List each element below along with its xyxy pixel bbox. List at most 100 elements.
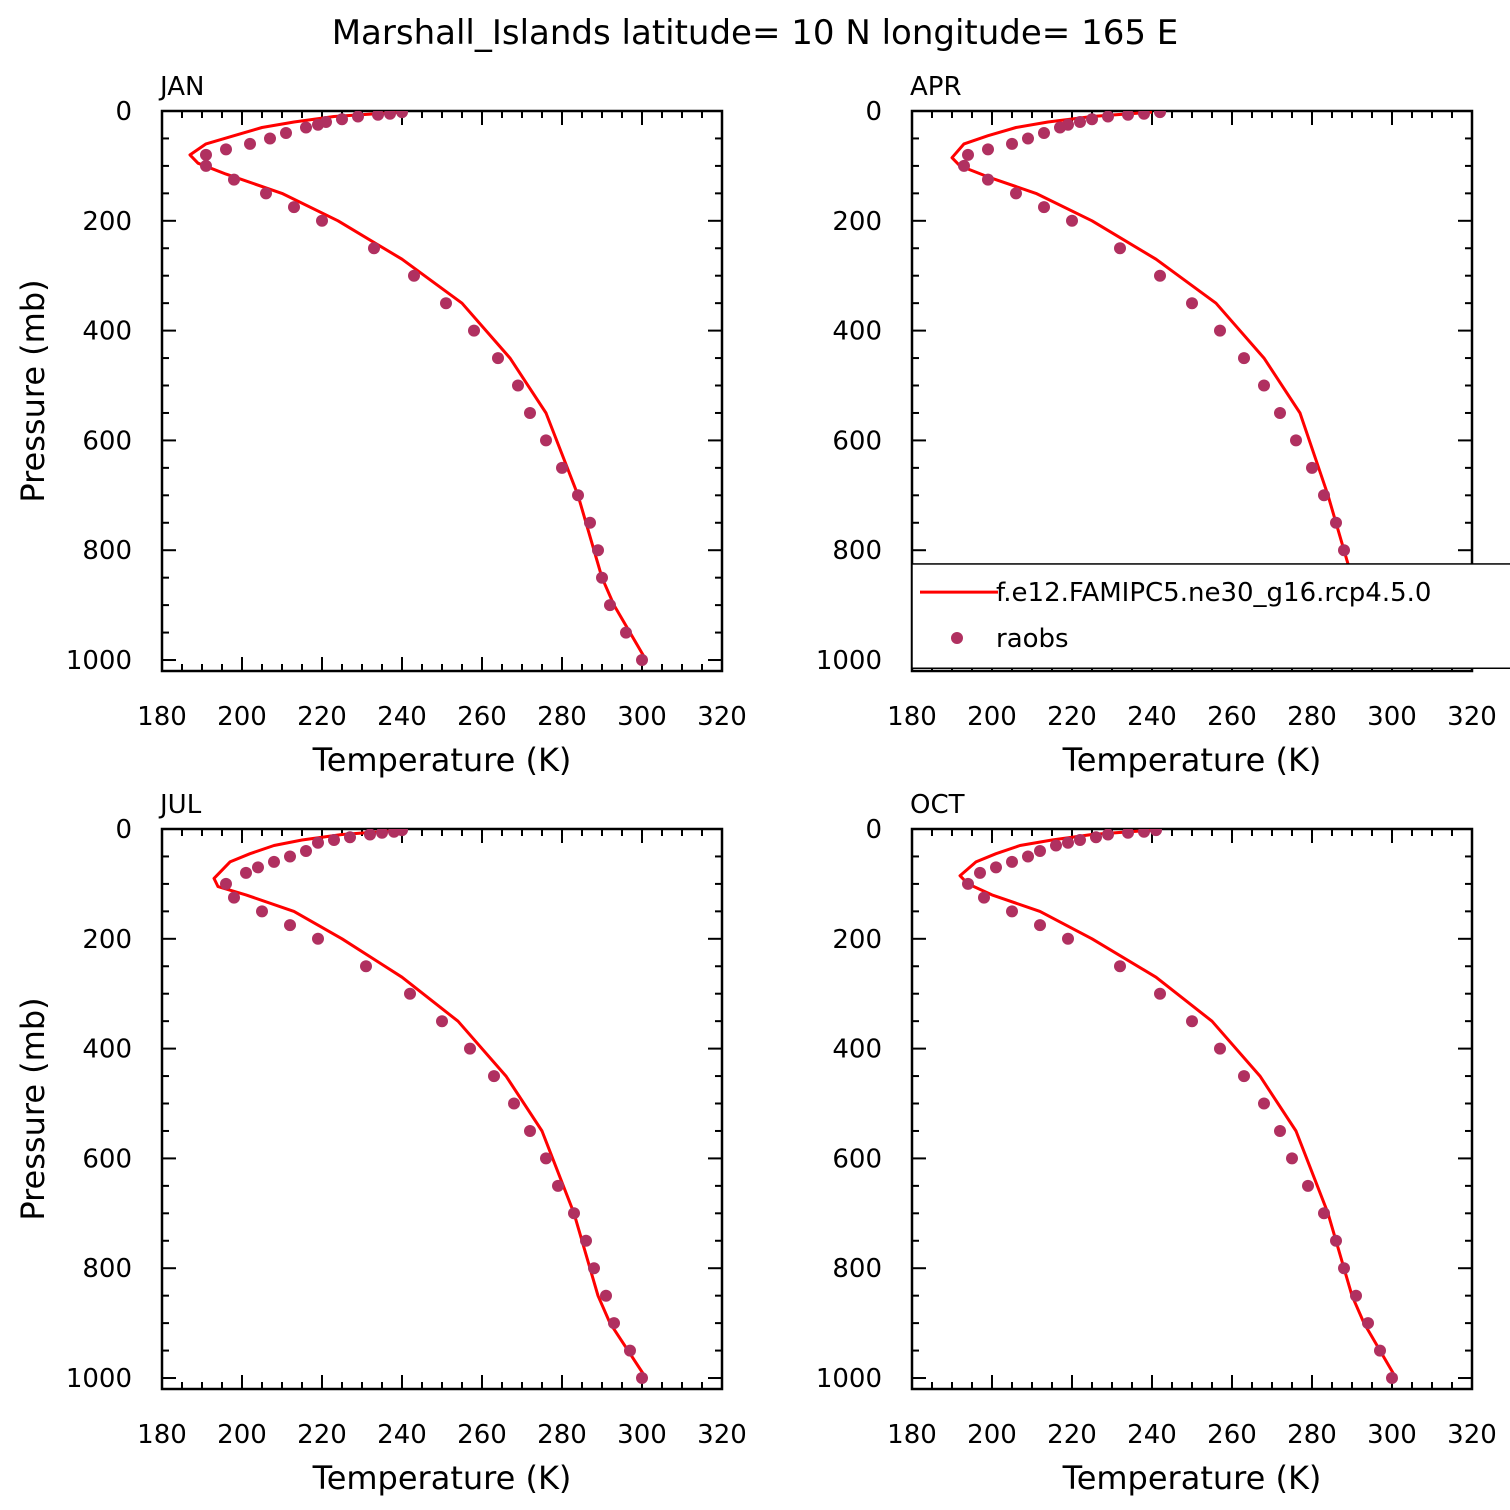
chart-panel-jul: JUL 180 200 220 240 260 280 300 320 0 200 400 600 800… — [14, 790, 747, 1497]
raobs-point — [580, 1234, 592, 1247]
y-tick-label: 800 — [82, 536, 132, 566]
raobs-point — [220, 143, 232, 156]
plot-frame — [160, 109, 724, 673]
raobs-point — [492, 352, 504, 365]
y-tick-label: 600 — [82, 426, 132, 456]
raobs-point — [396, 111, 408, 119]
legend-box — [911, 563, 1510, 670]
raobs-point — [1038, 201, 1050, 214]
x-tick-label: 320 — [1447, 702, 1497, 732]
y-tick-label: 400 — [82, 317, 132, 347]
raobs-point — [240, 866, 252, 879]
x-tick-label: 260 — [1207, 1420, 1257, 1450]
raobs-point — [962, 148, 974, 161]
panel-label: JAN — [158, 72, 204, 102]
y-tick-label: 600 — [82, 1144, 132, 1174]
raobs-point — [440, 297, 452, 310]
raobs-point — [1362, 1317, 1374, 1330]
raobs-point — [1286, 1152, 1298, 1165]
raobs-point — [408, 269, 420, 282]
raobs-point — [200, 148, 212, 161]
raobs-point — [220, 877, 232, 890]
raobs-point — [352, 111, 364, 123]
raobs-point — [974, 866, 986, 879]
raobs-point — [1102, 829, 1114, 841]
raobs-point — [284, 919, 296, 932]
raobs-point — [1214, 324, 1226, 337]
raobs-point — [1154, 111, 1166, 119]
raobs-point — [336, 113, 348, 126]
x-tick-label: 300 — [617, 1420, 667, 1450]
raobs-point — [312, 118, 324, 131]
raobs-point — [1066, 214, 1078, 227]
legend-dot-swatch — [951, 632, 963, 645]
y-tick-label: 1000 — [816, 1364, 882, 1394]
model-profile-line — [958, 829, 1398, 1379]
x-tick-label: 220 — [1047, 1420, 1097, 1450]
raobs-point — [978, 891, 990, 904]
raobs-point — [256, 905, 268, 918]
raobs-point — [1350, 1289, 1362, 1302]
plot-data — [212, 829, 648, 1384]
raobs-point — [364, 829, 376, 841]
raobs-point — [228, 891, 240, 904]
raobs-point — [288, 201, 300, 214]
raobs-point — [1214, 1042, 1226, 1055]
y-tick-label: 400 — [832, 1035, 882, 1065]
raobs-point — [1186, 1015, 1198, 1028]
raobs-point — [1238, 1070, 1250, 1083]
x-tick-label: 300 — [1367, 702, 1417, 732]
raobs-point — [1090, 831, 1102, 844]
raobs-point — [372, 111, 384, 121]
raobs-point — [1318, 489, 1330, 502]
raobs-point — [990, 861, 1002, 874]
model-profile-line — [212, 829, 648, 1379]
raobs-point — [596, 571, 608, 584]
x-axis-title: Temperature (K) — [312, 1459, 572, 1497]
y-tick-label: 200 — [832, 207, 882, 237]
raobs-point — [312, 932, 324, 945]
raobs-point — [1122, 111, 1134, 121]
raobs-point — [376, 829, 388, 839]
raobs-point — [1374, 1344, 1386, 1357]
raobs-point — [1034, 919, 1046, 932]
y-tick-label: 0 — [865, 97, 882, 127]
raobs-point — [624, 1344, 636, 1357]
raobs-point — [1102, 111, 1114, 123]
x-tick-label: 200 — [217, 1420, 267, 1450]
raobs-point — [572, 489, 584, 502]
raobs-point — [600, 1289, 612, 1302]
plot-frame — [910, 827, 1474, 1391]
x-tick-label: 280 — [537, 1420, 587, 1450]
y-tick-label: 200 — [832, 925, 882, 955]
y-tick-label: 800 — [82, 1254, 132, 1284]
raobs-point — [958, 159, 970, 172]
panel-label: JUL — [158, 790, 202, 820]
x-tick-label: 180 — [137, 1420, 187, 1450]
raobs-point — [1006, 855, 1018, 868]
raobs-point — [1086, 113, 1098, 126]
raobs-point — [540, 1152, 552, 1165]
raobs-point — [556, 461, 568, 474]
raobs-point — [1006, 137, 1018, 150]
plot-data — [188, 111, 648, 666]
raobs-point — [1062, 932, 1074, 945]
y-tick-label: 0 — [865, 815, 882, 845]
raobs-point — [1274, 1125, 1286, 1137]
raobs-point — [468, 324, 480, 337]
x-tick-label: 260 — [1207, 702, 1257, 732]
raobs-point — [1050, 839, 1062, 852]
raobs-point — [608, 1317, 620, 1330]
y-tick-label: 0 — [115, 97, 132, 127]
x-tick-label: 320 — [697, 1420, 747, 1450]
y-axis-title: Pressure (mb) — [14, 997, 52, 1220]
raobs-point — [1306, 461, 1318, 474]
legend-label-obs: raobs — [996, 624, 1069, 654]
raobs-point — [540, 434, 552, 447]
raobs-point — [524, 1125, 536, 1137]
y-tick-label: 200 — [82, 207, 132, 237]
panel-label: APR — [910, 72, 962, 102]
y-tick-label: 800 — [832, 1254, 882, 1284]
